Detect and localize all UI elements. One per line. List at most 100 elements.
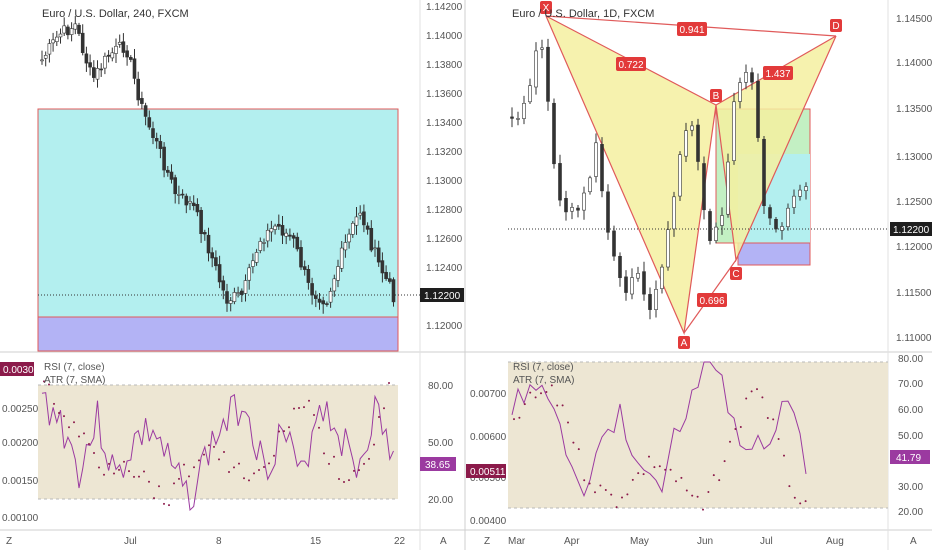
- atr-dot: [263, 466, 265, 469]
- candle-body: [206, 234, 211, 254]
- svg-text:1.13500: 1.13500: [896, 104, 932, 115]
- right-atr-label: ATR (7, SMA): [513, 375, 574, 386]
- candle-body: [232, 292, 237, 302]
- candle-body: [720, 215, 724, 226]
- candle-body: [804, 186, 808, 192]
- candle-body: [684, 130, 688, 157]
- atr-dot: [323, 452, 325, 455]
- left-z-button[interactable]: Z: [6, 536, 12, 547]
- candle-body: [140, 98, 144, 104]
- atr-dot: [228, 470, 230, 473]
- candle-body: [80, 32, 85, 53]
- candle-body: [132, 58, 137, 79]
- atr-dot: [188, 475, 190, 478]
- candle-body: [600, 144, 604, 192]
- left-price-axis[interactable]: 1.14200 1.14000 1.13800 1.13600 1.13400 …: [426, 2, 463, 332]
- atr-dot: [268, 462, 270, 465]
- svg-text:1.13000: 1.13000: [896, 152, 932, 163]
- right-a-button[interactable]: A: [910, 536, 917, 547]
- atr-dot: [572, 441, 575, 444]
- atr-dot: [540, 392, 542, 395]
- svg-text:0.00250: 0.00250: [2, 404, 39, 415]
- candle-body: [516, 118, 520, 120]
- svg-text:0.00150: 0.00150: [2, 476, 39, 487]
- right-atr-tag: 0.00511: [466, 464, 506, 478]
- atr-dot: [363, 462, 365, 465]
- candle-body: [636, 273, 640, 279]
- atr-dot: [348, 479, 350, 482]
- left-time-axis[interactable]: Jul 8 15 22: [124, 536, 406, 547]
- candle-body: [756, 80, 760, 138]
- atr-dot: [58, 412, 60, 415]
- right-time-axis[interactable]: Mar Apr May Jun Jul Aug: [508, 536, 844, 547]
- right-price-axis[interactable]: 1.14500 1.14000 1.13500 1.13000 1.12500 …: [896, 14, 932, 344]
- point-label-c: C: [730, 267, 742, 280]
- candle-body: [642, 271, 646, 295]
- candle-body: [708, 211, 712, 241]
- left-a-button[interactable]: A: [440, 536, 447, 547]
- candle-body: [154, 137, 159, 142]
- right-z-button[interactable]: Z: [484, 536, 490, 547]
- svg-text:30.00: 30.00: [898, 482, 923, 493]
- right-zone-blue[interactable]: [737, 242, 811, 266]
- atr-dot: [723, 460, 726, 463]
- candle-body: [62, 25, 67, 34]
- atr-dot: [529, 391, 532, 394]
- candle-body: [588, 177, 592, 193]
- atr-dot: [193, 466, 195, 469]
- candle-body: [558, 163, 562, 201]
- atr-dot: [333, 455, 335, 458]
- candle-body: [180, 193, 185, 196]
- svg-text:Jul: Jul: [124, 536, 137, 547]
- atr-dot: [729, 440, 731, 443]
- point-label-x: X: [540, 1, 552, 14]
- atr-dot: [138, 475, 140, 478]
- candle-body: [768, 207, 772, 219]
- candle-body: [373, 247, 377, 250]
- atr-dot: [118, 468, 120, 471]
- candle-body: [510, 116, 514, 119]
- candle-body: [362, 211, 366, 226]
- candle-body: [106, 54, 111, 57]
- candle-body: [328, 291, 333, 303]
- svg-text:60.00: 60.00: [898, 405, 923, 416]
- atr-dot: [766, 416, 769, 419]
- candle-body: [744, 72, 748, 83]
- candle-body: [262, 242, 266, 244]
- candle-body: [129, 57, 133, 60]
- candle-body: [199, 209, 203, 235]
- candle-body: [660, 266, 664, 289]
- atr-dot: [648, 455, 650, 458]
- svg-text:1.13600: 1.13600: [426, 89, 463, 100]
- candle-body: [166, 169, 170, 173]
- candle-body: [339, 247, 344, 269]
- candle-body: [726, 161, 730, 215]
- resistance-zone[interactable]: [37, 108, 399, 318]
- candle-body: [214, 257, 218, 267]
- atr-dot: [567, 421, 569, 424]
- atr-dot: [615, 506, 618, 509]
- atr-dot: [318, 426, 320, 429]
- svg-text:0.00511: 0.00511: [470, 467, 506, 478]
- candle-body: [110, 52, 115, 59]
- left-atr-axis: 0.00250 0.00200 0.00150 0.00100: [2, 404, 39, 524]
- candle-body: [774, 218, 778, 230]
- atr-dot: [223, 450, 225, 453]
- candle-body: [570, 207, 574, 212]
- atr-dot: [168, 504, 170, 507]
- candle-body: [77, 24, 81, 34]
- indicator-line: [41, 392, 394, 512]
- candle-body: [534, 50, 538, 88]
- right-rsi-tag: 41.79: [890, 450, 930, 464]
- candle-body: [376, 247, 381, 263]
- atr-dot: [273, 454, 275, 457]
- svg-text:D: D: [832, 21, 839, 32]
- candle-body: [184, 195, 189, 206]
- candle-body: [528, 85, 532, 103]
- right-atr-axis: 0.00700 0.00600 0.00500 0.00400: [470, 389, 507, 527]
- atr-dot: [163, 502, 165, 505]
- atr-dots-left: [43, 380, 390, 507]
- support-zone[interactable]: [37, 316, 399, 352]
- atr-dot: [745, 397, 748, 400]
